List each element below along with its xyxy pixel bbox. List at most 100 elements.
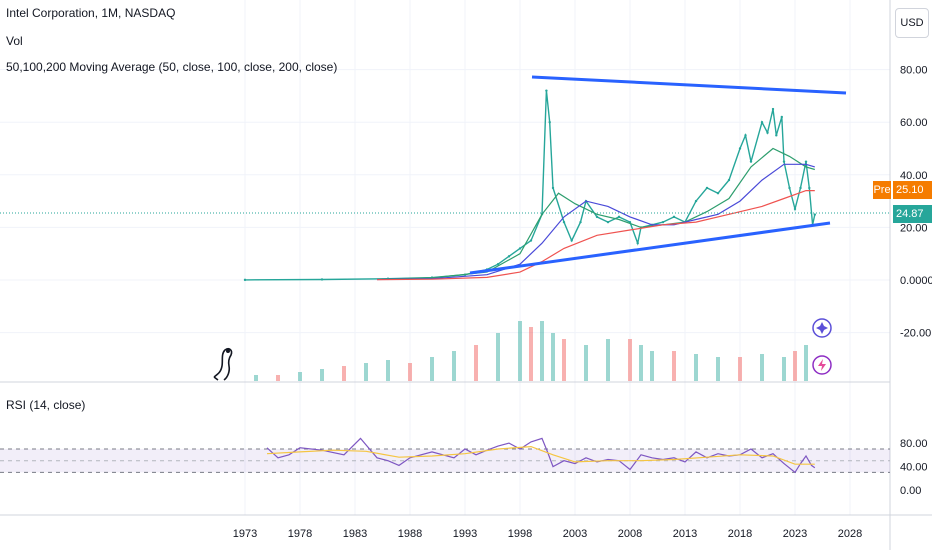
currency-button[interactable]: USD: [895, 8, 929, 38]
price-point: [562, 220, 566, 224]
volume-bar: [430, 357, 434, 381]
rsi-tick-label: 0.00: [900, 485, 921, 497]
price-tick-label: 80.00: [900, 65, 928, 77]
price-point: [808, 186, 811, 190]
x-tick-label: 2028: [838, 528, 862, 540]
price-point: [744, 134, 747, 137]
volume-bar: [760, 354, 764, 381]
rsi-tick-label: 40.00: [900, 462, 928, 474]
price-point: [705, 186, 709, 190]
flash-icon[interactable]: [812, 355, 832, 375]
series-rsi-line: [266, 437, 816, 474]
symbol-title: Intel Corporation, 1M, NASDAQ: [6, 6, 176, 20]
volume-bar: [386, 360, 390, 381]
rsi-band-fill: [0, 448, 890, 473]
volume-bar: [650, 351, 654, 381]
price-point: [771, 107, 775, 111]
volume-bar: [628, 339, 632, 381]
price-point: [617, 215, 621, 219]
price-point: [579, 220, 582, 224]
price-point: [661, 220, 665, 224]
price-point: [766, 131, 769, 134]
price-point: [545, 89, 548, 92]
volume-bar: [254, 375, 258, 381]
price-point: [793, 207, 797, 211]
price-tick-label: -20.00: [900, 328, 931, 340]
price-point: [782, 160, 786, 163]
volume-bar: [474, 345, 478, 381]
volume-bar: [540, 321, 544, 381]
price-point: [606, 220, 610, 224]
price-tick-label: 0.0000: [900, 275, 932, 287]
series-price-line: [244, 90, 816, 281]
x-tick-label: 2003: [563, 528, 587, 540]
price-point: [694, 199, 698, 203]
price-tick-label: 20.00: [900, 222, 928, 234]
x-tick-label: 2008: [618, 528, 642, 540]
price-point: [551, 186, 555, 190]
volume-bar: [584, 345, 588, 381]
price-point: [760, 121, 764, 124]
price-point: [799, 186, 802, 190]
x-tick-label: 1973: [233, 528, 257, 540]
series-rsi-ma-line: [266, 445, 815, 465]
price-point: [496, 263, 500, 266]
price-tick-label: 60.00: [900, 117, 928, 129]
price-point: [518, 247, 522, 250]
price-point: [243, 278, 247, 282]
volume-bar: [452, 351, 456, 381]
price-point: [727, 178, 731, 182]
last-price-tag: 24.87: [893, 205, 932, 223]
compare-icon[interactable]: [812, 318, 832, 338]
series-ma50-line: [376, 147, 815, 280]
x-tick-label: 2013: [673, 528, 697, 540]
volume-legend: Vol: [6, 34, 23, 48]
volume-bar: [672, 351, 676, 381]
price-point: [749, 160, 753, 163]
pre-market-label: Pre: [873, 181, 891, 199]
price-point: [529, 239, 533, 242]
rsi-tick-label: 80.00: [900, 438, 928, 450]
volume-bar: [408, 363, 412, 381]
price-point: [320, 278, 324, 281]
upper-trendline[interactable]: [531, 75, 847, 95]
volume-bar: [551, 333, 555, 381]
volume-bar: [738, 357, 742, 381]
price-point: [780, 115, 783, 119]
volume-bar: [694, 354, 698, 381]
price-point: [570, 239, 573, 242]
x-tick-label: 1998: [508, 528, 532, 540]
x-tick-label: 1983: [343, 528, 367, 540]
volume-bar: [276, 375, 280, 381]
price-point: [595, 215, 599, 219]
volume-bar: [804, 345, 808, 381]
series-ma100-line: [376, 163, 815, 281]
x-tick-label: 1988: [398, 528, 422, 540]
price-point: [738, 147, 742, 150]
x-tick-label: 1993: [453, 528, 477, 540]
lower-trendline[interactable]: [469, 221, 831, 275]
volume-bar: [639, 345, 643, 381]
rsi-legend: RSI (14, close): [6, 398, 86, 412]
price-point: [716, 192, 720, 195]
volume-bar: [529, 327, 533, 381]
ma-legend: 50,100,200 Moving Average (50, close, 10…: [6, 60, 338, 74]
price-point: [507, 255, 511, 258]
pre-market-price-tag: 25.10: [893, 181, 932, 199]
x-tick-label: 2018: [728, 528, 752, 540]
price-point: [813, 213, 816, 216]
volume-bar: [298, 372, 302, 381]
volume-bar: [782, 357, 786, 381]
price-point: [548, 121, 551, 124]
price-tick-label: 40.00: [900, 170, 928, 182]
volume-bar: [562, 339, 566, 381]
price-point: [775, 134, 778, 137]
volume-bar: [320, 369, 324, 381]
tradingview-logo: [213, 348, 233, 381]
volume-bar: [342, 366, 346, 381]
price-point: [804, 160, 808, 163]
price-point: [636, 241, 639, 245]
volume-bar: [606, 339, 610, 381]
price-point: [672, 215, 676, 219]
